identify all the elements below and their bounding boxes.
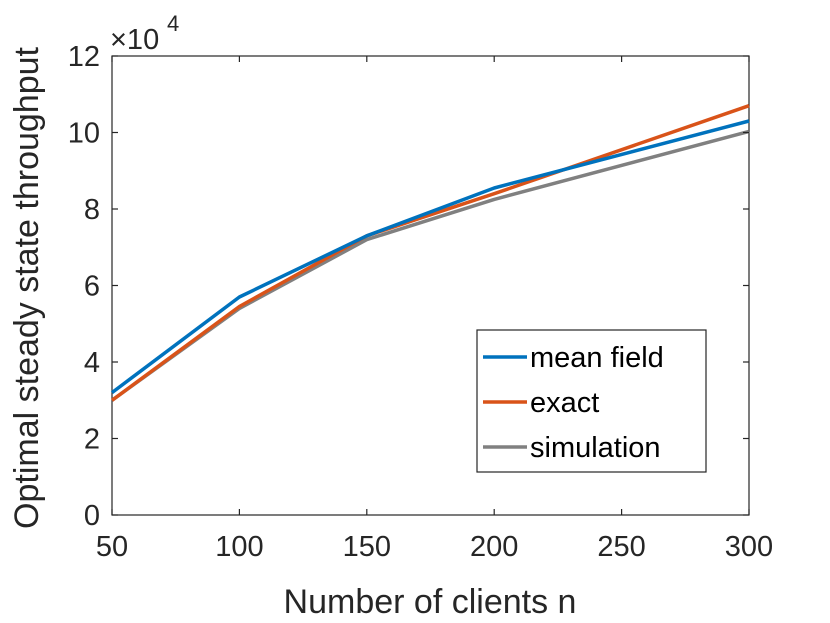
y-tick-label: 12 — [68, 41, 100, 73]
series-lines — [110, 104, 750, 402]
legend-label: mean field — [530, 342, 664, 374]
axis-labels: Number of clients n Optimal steady state… — [8, 11, 576, 621]
x-tick-label: 250 — [597, 531, 645, 563]
x-tick-label: 300 — [725, 531, 773, 563]
legend-label: simulation — [530, 432, 661, 464]
y-axis-label: Optimal steady state throughput — [8, 46, 46, 528]
axis-ticks: 50 100 150 200 250 300 0 2 4 6 8 10 12 — [68, 41, 773, 563]
x-tick-label: 50 — [96, 531, 128, 563]
y-tick-label: 4 — [84, 347, 100, 379]
y-tick-label: 2 — [84, 424, 100, 456]
x-tick-label: 200 — [470, 531, 518, 563]
series-line-mean-field — [110, 119, 750, 394]
exponent-base: ×10 — [110, 24, 159, 56]
x-tick-label: 100 — [215, 531, 263, 563]
legend-label: exact — [530, 387, 599, 419]
y-tick-label: 6 — [84, 271, 100, 303]
y-tick-label: 0 — [84, 500, 100, 532]
y-tick-label: 10 — [68, 118, 100, 150]
legend: mean field exact simulation — [476, 329, 707, 473]
x-axis-label: Number of clients n — [284, 583, 577, 621]
exponent-power: 4 — [167, 11, 179, 36]
x-tick-label: 150 — [343, 531, 391, 563]
y-tick-label: 8 — [84, 194, 100, 226]
exponent-label: ×10 4 — [110, 11, 179, 56]
